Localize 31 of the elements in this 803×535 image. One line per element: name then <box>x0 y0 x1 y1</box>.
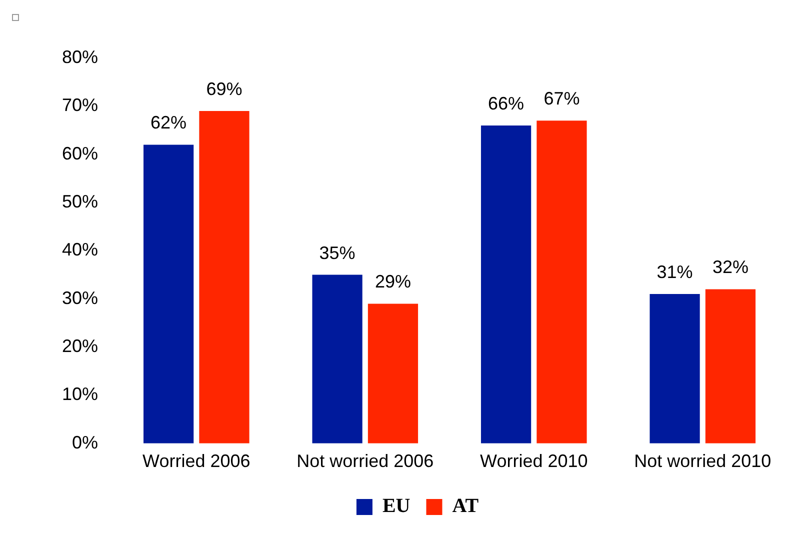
y-tick-label: 80% <box>62 46 98 67</box>
y-tick-label: 60% <box>62 143 98 164</box>
data-label: 62% <box>150 112 187 133</box>
data-label: 31% <box>656 262 693 282</box>
bar <box>312 274 362 444</box>
data-label: 67% <box>544 88 580 109</box>
bar <box>143 144 194 444</box>
y-tick-label: 0% <box>72 432 98 452</box>
x-tick-label: Not worried 2006 <box>296 451 434 472</box>
bar <box>705 289 756 444</box>
data-label: 66% <box>488 93 524 114</box>
bar <box>650 294 700 444</box>
x-tick-label: Worried 2010 <box>480 451 588 472</box>
bar <box>368 304 418 444</box>
data-label: 35% <box>319 242 356 263</box>
bar <box>199 110 250 444</box>
legend-label: EU <box>382 495 410 518</box>
x-tick-label: Worried 2006 <box>142 451 250 472</box>
legend-label: AT <box>452 495 480 518</box>
data-label: 69% <box>206 78 242 99</box>
y-tick-label: 70% <box>62 95 98 116</box>
y-tick-label: 10% <box>62 384 98 404</box>
y-tick-label: 20% <box>62 336 98 356</box>
bar <box>536 120 587 444</box>
y-tick-label: 50% <box>62 191 98 212</box>
data-label: 32% <box>712 257 748 278</box>
x-tick-label: Not worried 2010 <box>634 451 772 472</box>
y-tick-label: 40% <box>62 240 98 260</box>
data-label: 29% <box>374 272 411 292</box>
y-tick-label: 30% <box>62 288 98 308</box>
bar <box>480 125 532 444</box>
